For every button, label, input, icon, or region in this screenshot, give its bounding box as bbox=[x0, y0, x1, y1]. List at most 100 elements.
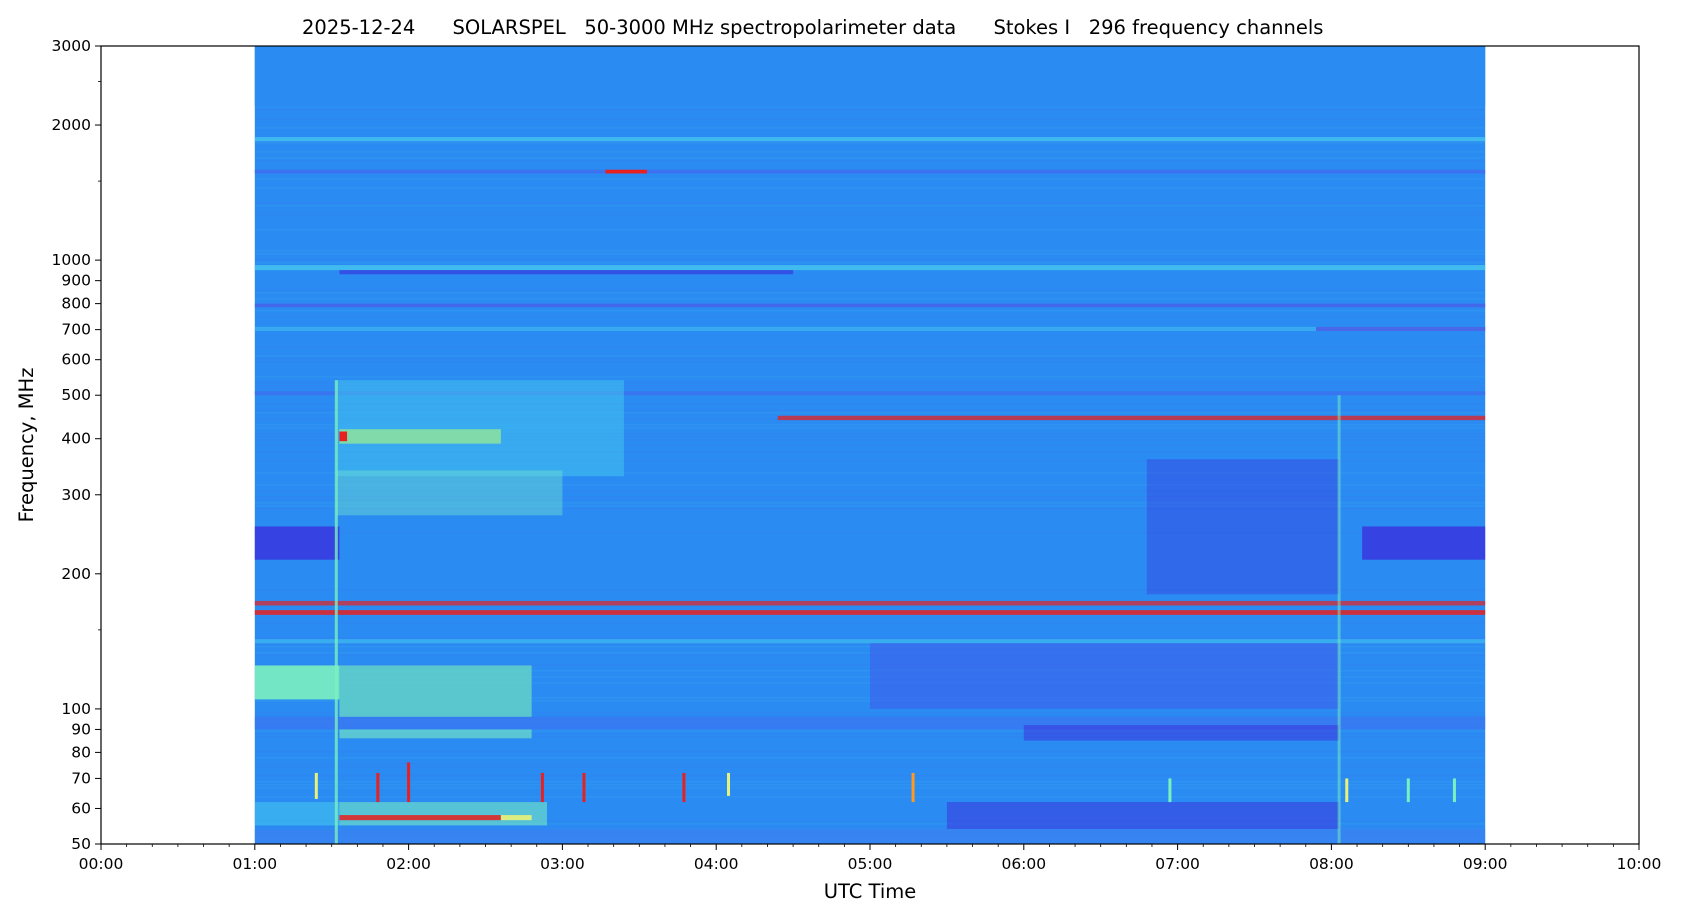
spectral-band bbox=[605, 169, 647, 174]
channel-stripe bbox=[254, 451, 1486, 453]
spectral-band bbox=[254, 137, 1486, 142]
y-tick-label: 60 bbox=[71, 799, 91, 817]
channel-stripe bbox=[254, 823, 1486, 825]
y-axis: 50 60 70 80 90 100 200 300 400 500 600 700 800 900 100… bbox=[52, 37, 101, 853]
channel-stripe bbox=[254, 409, 1486, 411]
x-tick-label: 01:00 bbox=[232, 855, 277, 873]
burst-feature bbox=[407, 762, 411, 803]
channel-stripe bbox=[254, 211, 1486, 213]
channel-stripe bbox=[254, 766, 1486, 768]
spectral-band bbox=[339, 665, 532, 717]
spectral-band bbox=[254, 665, 340, 700]
y-tick-label: 100 bbox=[61, 700, 91, 718]
burst-feature bbox=[1345, 778, 1349, 803]
y-tick-label: 600 bbox=[61, 351, 91, 369]
channel-stripe bbox=[254, 355, 1486, 357]
spectral-band bbox=[254, 802, 340, 826]
channel-stripe bbox=[254, 784, 1486, 786]
channel-stripe bbox=[254, 433, 1486, 435]
channel-stripe bbox=[254, 250, 1486, 252]
channel-stripe bbox=[254, 253, 1486, 255]
x-tick-label: 06:00 bbox=[1001, 855, 1046, 873]
channel-stripe bbox=[254, 151, 1486, 153]
spectral-band bbox=[339, 815, 501, 821]
channel-stripe bbox=[254, 589, 1486, 591]
y-axis-label: Frequency, MHz bbox=[15, 368, 38, 523]
channel-stripe bbox=[254, 157, 1486, 159]
burst-feature bbox=[334, 380, 338, 844]
channel-stripe bbox=[254, 622, 1486, 624]
channel-stripe bbox=[254, 262, 1486, 264]
spectral-band bbox=[870, 643, 1340, 709]
spectral-band bbox=[339, 802, 548, 826]
channel-stripe bbox=[254, 733, 1486, 735]
x-axis: 00:00 01:00 02:00 03:00 04:00 05:00 06:00 07:00… bbox=[79, 844, 1661, 873]
x-tick-label: 02:00 bbox=[386, 855, 431, 873]
spectral-band bbox=[946, 802, 1340, 830]
channel-stripe bbox=[254, 127, 1486, 129]
channel-stripe bbox=[254, 316, 1486, 318]
burst-feature bbox=[727, 772, 731, 796]
channel-stripe bbox=[254, 505, 1486, 507]
channel-stripe bbox=[254, 763, 1486, 765]
channel-stripe bbox=[254, 820, 1486, 822]
burst-feature bbox=[911, 772, 915, 803]
spectral-band bbox=[336, 380, 624, 477]
x-tick-label: 08:00 bbox=[1309, 855, 1354, 873]
burst-feature bbox=[1452, 778, 1456, 803]
spectral-band bbox=[254, 391, 1486, 396]
spectral-band bbox=[254, 600, 1486, 606]
channel-stripe bbox=[254, 382, 1486, 384]
channel-stripe bbox=[254, 499, 1486, 501]
channel-stripe bbox=[254, 751, 1486, 753]
channel-stripe bbox=[254, 205, 1486, 207]
channel-stripe bbox=[254, 508, 1486, 510]
channel-stripe bbox=[254, 346, 1486, 348]
y-tick-label: 2000 bbox=[52, 116, 91, 134]
spectral-band bbox=[339, 270, 794, 275]
channel-stripe bbox=[254, 775, 1486, 777]
x-axis-label: UTC Time bbox=[824, 880, 917, 903]
channel-stripe bbox=[254, 730, 1486, 732]
channel-stripe bbox=[254, 358, 1486, 360]
channel-stripe bbox=[254, 796, 1486, 798]
spectral-band bbox=[1146, 459, 1340, 595]
spectral-band bbox=[254, 610, 1486, 615]
y-tick-label: 500 bbox=[61, 386, 91, 404]
y-tick-label: 70 bbox=[71, 769, 91, 787]
y-tick-label: 800 bbox=[61, 295, 91, 313]
channel-stripe bbox=[254, 385, 1486, 387]
spectral-band bbox=[1362, 526, 1486, 560]
spectral-band bbox=[254, 526, 340, 560]
channel-stripe bbox=[254, 376, 1486, 378]
channel-stripe bbox=[254, 214, 1486, 216]
channel-stripe bbox=[254, 490, 1486, 492]
spectral-band bbox=[1023, 725, 1340, 741]
y-tick-label: 3000 bbox=[52, 37, 91, 55]
x-tick-label: 05:00 bbox=[848, 855, 893, 873]
spectral-band bbox=[339, 729, 532, 739]
burst-feature bbox=[314, 772, 318, 799]
channel-stripe bbox=[254, 496, 1486, 498]
x-tick-label: 03:00 bbox=[540, 855, 585, 873]
channel-stripe bbox=[254, 403, 1486, 405]
channel-stripe bbox=[254, 187, 1486, 189]
spectral-band bbox=[339, 429, 501, 444]
spectral-band bbox=[500, 815, 532, 821]
spectrogram-heatmap bbox=[254, 46, 1486, 844]
channel-stripe bbox=[254, 298, 1486, 300]
burst-feature bbox=[582, 772, 586, 803]
channel-stripe bbox=[254, 259, 1486, 261]
channel-stripe bbox=[254, 484, 1486, 486]
channel-stripe bbox=[254, 502, 1486, 504]
burst-feature bbox=[540, 772, 544, 803]
x-tick-label: 09:00 bbox=[1463, 855, 1508, 873]
channel-stripe bbox=[254, 472, 1486, 474]
y-tick-label: 1000 bbox=[52, 251, 91, 269]
y-tick-label: 700 bbox=[61, 321, 91, 339]
channel-stripe bbox=[254, 436, 1486, 438]
channel-stripe bbox=[254, 289, 1486, 291]
spectral-band bbox=[254, 326, 1486, 332]
channel-stripe bbox=[254, 310, 1486, 312]
channel-stripe bbox=[254, 715, 1486, 717]
